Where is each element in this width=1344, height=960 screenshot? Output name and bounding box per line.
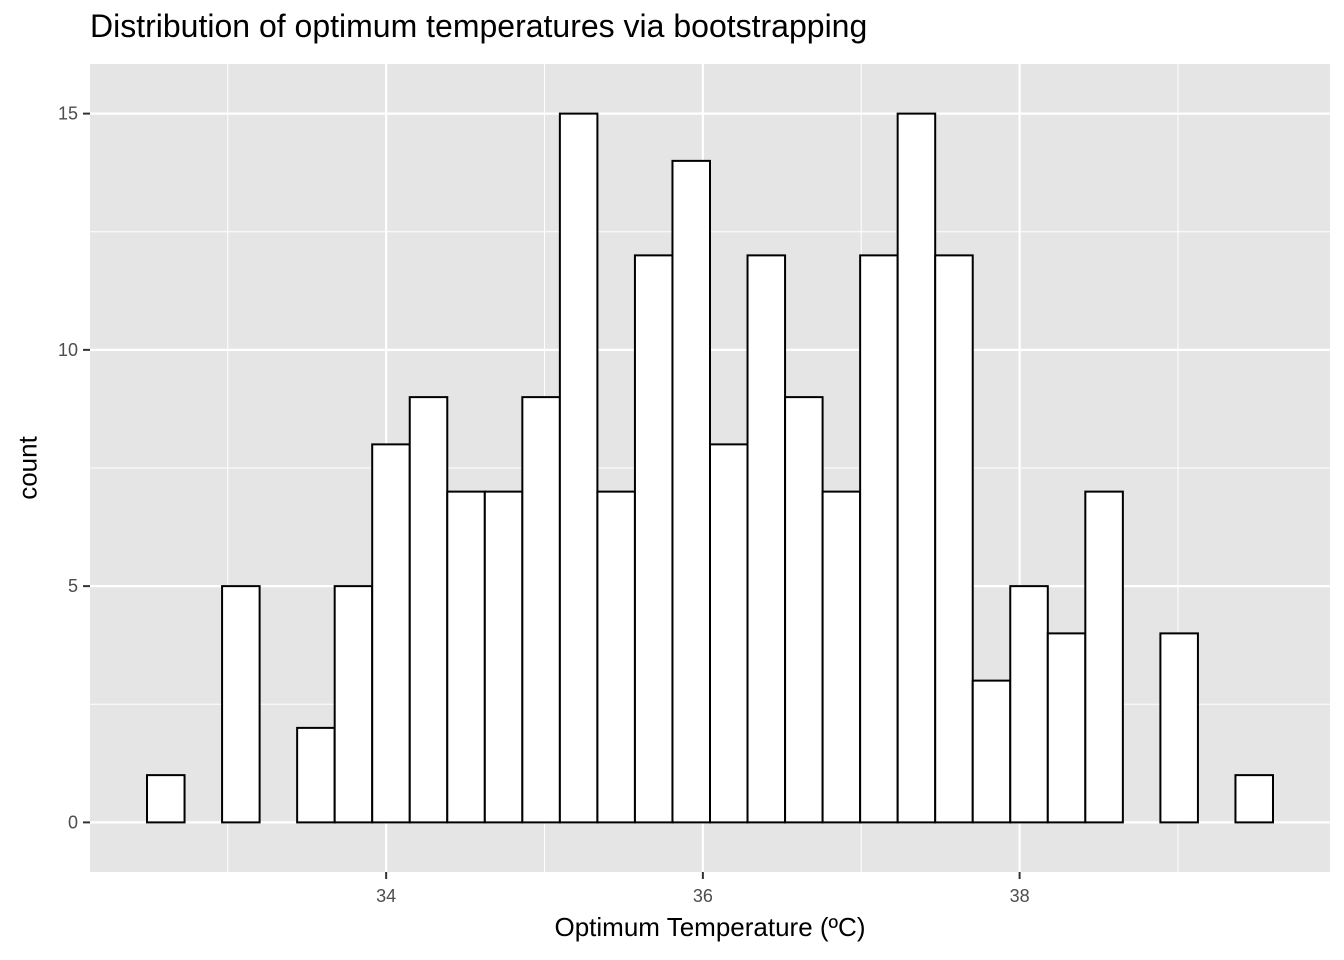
histogram-bar: [1234, 774, 1274, 824]
histogram-bar: [371, 443, 411, 824]
histogram-bar: [821, 490, 862, 824]
y-tick-label: 0: [68, 812, 78, 832]
histogram-bar: [333, 585, 374, 824]
histogram-bar: [896, 112, 937, 824]
x-tick-label: 34: [376, 886, 396, 906]
histogram-bar: [1159, 632, 1199, 824]
histogram-bar: [1046, 632, 1087, 824]
histogram-bar: [709, 443, 749, 824]
y-axis: 0 5 10 15: [58, 104, 90, 832]
histogram-bar: [671, 159, 711, 824]
x-tick-label: 36: [693, 886, 713, 906]
y-tick-label: 5: [68, 576, 78, 596]
histogram-bar: [146, 774, 186, 824]
x-axis-title: Optimum Temperature (ºC): [554, 912, 866, 942]
histogram-bar: [521, 396, 561, 824]
histogram-bar: [746, 254, 787, 824]
histogram-bar: [1084, 490, 1124, 824]
histogram-bar: [296, 726, 336, 824]
histogram-bar: [1009, 585, 1049, 824]
histogram-bar: [859, 254, 899, 824]
histogram-bar: [558, 112, 599, 824]
y-tick-label: 10: [58, 340, 78, 360]
y-axis-title: count: [12, 436, 43, 500]
chart-title: Distribution of optimum temperatures via…: [90, 8, 868, 44]
histogram-bars: [146, 112, 1274, 824]
histogram-bar: [596, 490, 636, 824]
histogram-bar: [971, 679, 1012, 824]
histogram-bar: [633, 254, 674, 824]
histogram-bar: [221, 585, 261, 824]
histogram-bar: [446, 490, 486, 824]
histogram-bar: [934, 254, 974, 824]
x-tick-label: 38: [1010, 886, 1030, 906]
x-axis: 34 36 38: [376, 872, 1030, 906]
histogram-bar: [784, 396, 824, 824]
histogram-bar: [408, 396, 449, 824]
histogram-bar: [483, 490, 524, 824]
y-tick-label: 15: [58, 104, 78, 124]
